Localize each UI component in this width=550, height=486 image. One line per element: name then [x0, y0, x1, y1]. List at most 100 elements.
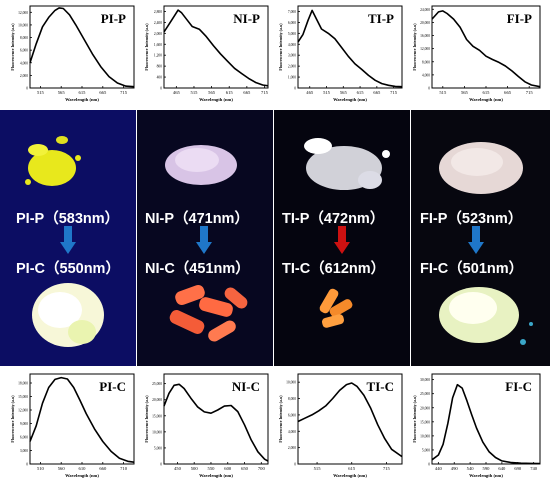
y-tick-label: 1,600 [154, 43, 162, 48]
y-axis-label: Fluorescence Intensity (a.u) [412, 395, 417, 443]
x-axis-label: Wavelength (nm) [65, 97, 99, 102]
x-axis-label: Wavelength (nm) [469, 473, 503, 478]
down-arrow-icon [334, 226, 350, 254]
chart-title: TI-P [368, 11, 394, 26]
chart-svg: 0 400 800 1,200 1,600 2,000 2,400 2,800 465 515 56… [144, 5, 269, 102]
pi-sample-image [0, 110, 136, 366]
x-tick-label: 515 [191, 90, 199, 95]
x-axis-label: Wavelength (nm) [199, 97, 233, 102]
x-tick-label: 565 [208, 90, 216, 95]
y-tick-label: 3,000 [20, 449, 28, 454]
chart-title: FI-P [507, 11, 532, 26]
y-tick-label: 2,400 [154, 21, 162, 26]
y-tick-label: 0 [428, 463, 430, 467]
x-tick-label: 590 [483, 466, 491, 471]
plot-frame [297, 373, 403, 465]
y-tick-label: 4,000 [422, 73, 430, 78]
photo-pi [0, 110, 136, 366]
x-tick-label: 515 [439, 90, 447, 95]
chart-svg: 0 1,000 2,000 3,000 4,000 5,000 6,000 7,000 465 5… [278, 5, 403, 102]
y-tick-label: 10,000 [420, 434, 430, 439]
y-axis-label: Fluorescence Intensity (a.u) [10, 395, 15, 443]
y-axis-label: Fluorescence Intensity (a.u) [10, 23, 15, 71]
y-tick-label: 12,000 [18, 11, 28, 16]
x-tick-label: 565 [340, 90, 348, 95]
x-tick-label: 665 [243, 90, 251, 95]
x-tick-label: 615 [357, 90, 365, 95]
y-tick-label: 4,000 [20, 61, 28, 66]
x-tick-label: 490 [451, 466, 459, 471]
x-tick-label: 600 [224, 466, 232, 471]
label-ti-p: TI-P（472nm） [282, 211, 385, 227]
x-tick-label: 515 [314, 466, 322, 471]
plot-frame [163, 373, 269, 465]
chart-title: PI-C [99, 379, 126, 394]
spectrum-line [297, 9, 403, 88]
y-tick-label: 1,200 [154, 54, 162, 59]
y-tick-label: 0 [26, 463, 28, 467]
chart-title: NI-P [233, 11, 260, 26]
chart-ni-p: 0 400 800 1,200 1,600 2,000 2,400 2,800 465 515 56… [142, 2, 274, 108]
x-tick-label: 665 [504, 90, 512, 95]
x-tick-label: 550 [208, 466, 216, 471]
y-tick-label: 25,000 [152, 382, 162, 387]
spectrum-line [297, 382, 403, 458]
x-tick-label: 450 [174, 466, 182, 471]
x-axis-label: Wavelength (nm) [333, 473, 367, 478]
y-axis-label: Fluorescence Intensity (a.u) [278, 395, 283, 443]
chart-pi-c: 0 3,000 6,000 9,000 12,000 15,000 18,000 510 560… [8, 370, 140, 484]
x-tick-label: 640 [498, 466, 506, 471]
x-tick-label: 615 [226, 90, 234, 95]
y-tick-label: 10,000 [18, 23, 28, 28]
x-tick-label: 515 [323, 90, 331, 95]
x-axis-label: Wavelength (nm) [65, 473, 99, 478]
y-axis-label: Fluorescence Intensity (a.u) [144, 395, 149, 443]
x-tick-label: 615 [348, 466, 356, 471]
label-ni-c: NI-C（451nm） [145, 261, 250, 277]
y-tick-label: 20,000 [420, 21, 430, 26]
y-tick-label: 12,000 [18, 409, 28, 414]
y-tick-label: 2,000 [288, 446, 296, 451]
x-axis-label: Wavelength (nm) [333, 97, 367, 102]
x-tick-label: 665 [373, 90, 381, 95]
x-axis-label: Wavelength (nm) [469, 97, 503, 102]
y-tick-label: 0 [160, 87, 162, 91]
down-arrow-icon [60, 226, 76, 254]
y-tick-label: 0 [428, 87, 430, 91]
label-pi-p: PI-P（583nm） [16, 211, 120, 227]
ni-sample-image [137, 110, 273, 366]
y-tick-label: 5,000 [288, 32, 296, 37]
x-tick-label: 710 [120, 466, 128, 471]
y-tick-label: 6,000 [20, 436, 28, 441]
y-tick-label: 0 [294, 87, 296, 91]
chart-title: FI-C [505, 379, 532, 394]
x-tick-label: 715 [390, 90, 398, 95]
y-tick-label: 8,000 [20, 36, 28, 41]
y-tick-label: 6,000 [288, 413, 296, 418]
x-tick-label: 715 [526, 90, 534, 95]
down-arrow-icon [196, 226, 212, 254]
x-tick-label: 440 [435, 466, 443, 471]
chart-svg: 0 4,000 8,000 12,000 16,000 20,000 24,000 515 56… [412, 5, 541, 102]
y-tick-label: 2,000 [288, 65, 296, 70]
y-tick-label: 15,000 [152, 414, 162, 419]
photo-fi [411, 110, 550, 366]
chart-svg: 0 5,000 10,000 15,000 20,000 25,000 30,000 440 4… [412, 373, 541, 478]
x-axis-label: Wavelength (nm) [199, 473, 233, 478]
chart-svg: 0 2,000 4,000 6,000 8,000 10,000 515 615 715 Wave… [278, 373, 403, 478]
spectrum-line [29, 376, 135, 463]
y-tick-label: 16,000 [420, 34, 430, 39]
y-tick-label: 18,000 [18, 382, 28, 387]
label-pi-c: PI-C（550nm） [16, 261, 120, 277]
y-tick-label: 2,000 [154, 32, 162, 37]
y-tick-label: 20,000 [420, 406, 430, 411]
y-tick-label: 5,000 [154, 446, 162, 451]
plot-frame [163, 5, 269, 89]
y-axis-label: Fluorescence Intensity (a.u) [412, 23, 417, 71]
y-tick-label: 10,000 [286, 381, 296, 386]
label-ti-c: TI-C（612nm） [282, 261, 386, 277]
x-tick-label: 740 [530, 466, 538, 471]
x-tick-label: 660 [99, 466, 107, 471]
x-tick-label: 715 [120, 90, 128, 95]
x-tick-label: 565 [461, 90, 469, 95]
